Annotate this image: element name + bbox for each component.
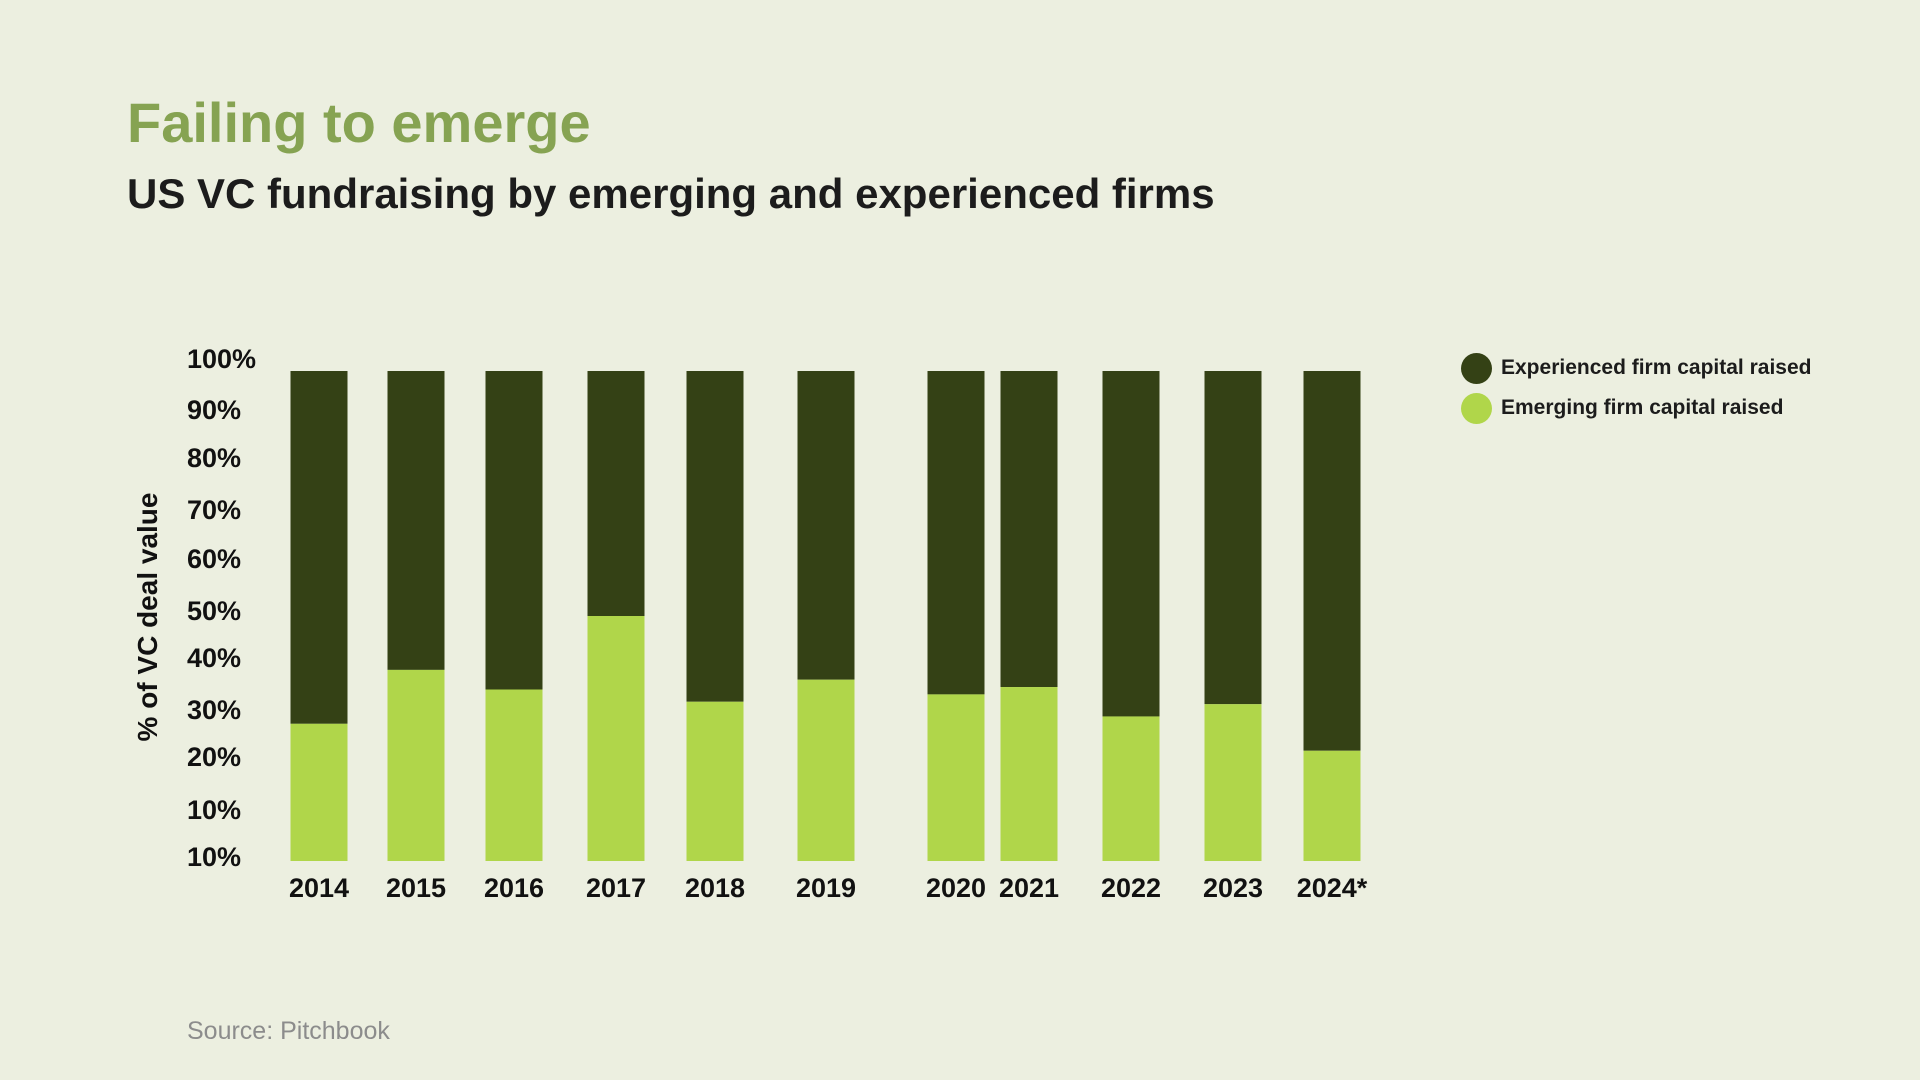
bar-experienced-2017 (587, 371, 645, 616)
bar-experienced-2023 (1204, 371, 1262, 705)
bar-experienced-2014 (290, 371, 348, 724)
x-tick-label: 2016 (484, 873, 544, 903)
legend-label-experienced: Experienced firm capital raised (1501, 356, 1812, 379)
y-tick-label: 20% (187, 742, 241, 772)
y-tick-label: 30% (187, 695, 241, 725)
bar-experienced-2024 (1303, 371, 1361, 751)
bar-emerging-2022 (1102, 716, 1160, 861)
bar-emerging-2021 (1000, 687, 1058, 861)
x-tick-label: 2017 (586, 873, 646, 903)
legend-label-emerging: Emerging firm capital raised (1501, 396, 1784, 419)
legend-swatch-emerging (1461, 392, 1492, 424)
x-tick-label: 2015 (386, 873, 446, 903)
x-tick-label: 2024* (1297, 873, 1368, 903)
bar-experienced-2021 (1000, 371, 1058, 688)
bar-emerging-2023 (1204, 704, 1262, 861)
bar-emerging-2014 (290, 723, 348, 861)
bar-emerging-2020 (927, 694, 985, 861)
chart-legend: Experienced firm capital raised Emerging… (1461, 352, 1812, 433)
y-tick-label: 60% (187, 544, 241, 574)
bar-experienced-2022 (1102, 371, 1160, 717)
bar-experienced-2018 (686, 371, 744, 702)
y-tick-label: 80% (187, 443, 241, 473)
bar-experienced-2019 (797, 371, 855, 680)
y-tick-label: 40% (187, 643, 241, 673)
y-tick-label: 10% (187, 795, 241, 825)
y-tick-label: 90% (187, 395, 241, 425)
bar-emerging-2017 (587, 616, 645, 861)
x-tick-label: 2018 (685, 873, 745, 903)
legend-swatch-experienced (1461, 352, 1492, 384)
legend-item-experienced: Experienced firm capital raised (1461, 352, 1812, 384)
x-tick-label: 2019 (796, 873, 856, 903)
y-axis-label: % of VC deal value (132, 493, 163, 742)
x-tick-label: 2022 (1101, 873, 1161, 903)
y-tick-label: 70% (187, 495, 241, 525)
bar-experienced-2020 (927, 371, 985, 695)
x-tick-label: 2023 (1203, 873, 1263, 903)
y-tick-label: 10% (187, 842, 241, 872)
bar-emerging-2024 (1303, 750, 1361, 861)
bar-emerging-2016 (485, 689, 543, 861)
x-tick-label: 2021 (999, 873, 1059, 903)
y-tick-label: 100% (187, 344, 256, 374)
bar-experienced-2016 (485, 371, 543, 690)
y-tick-label: 50% (187, 596, 241, 626)
bar-emerging-2018 (686, 701, 744, 861)
bar-emerging-2019 (797, 679, 855, 861)
x-tick-label: 2014 (289, 873, 349, 903)
legend-item-emerging: Emerging firm capital raised (1461, 392, 1811, 424)
chart-subtitle: US VC fundraising by emerging and experi… (127, 170, 1215, 217)
x-tick-label: 2020 (926, 873, 986, 903)
source-note: Source: Pitchbook (187, 1017, 390, 1045)
bar-experienced-2015 (387, 371, 445, 670)
chart-title: Failing to emerge (127, 91, 591, 154)
bar-emerging-2015 (387, 669, 445, 861)
